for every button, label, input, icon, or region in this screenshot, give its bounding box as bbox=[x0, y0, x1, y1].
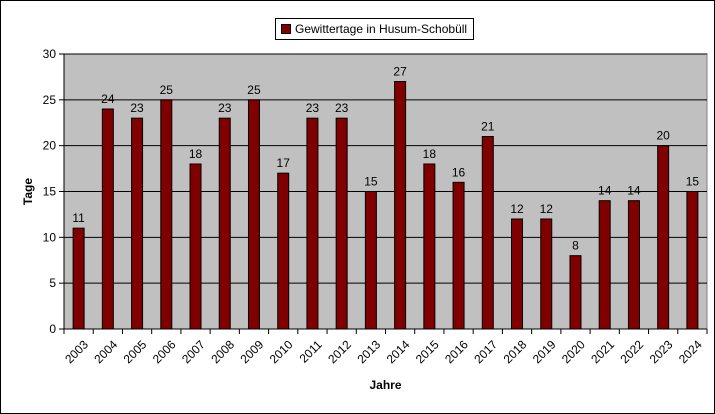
data-label: 18 bbox=[423, 147, 437, 161]
data-label: 23 bbox=[218, 101, 232, 115]
y-axis-title: Tage bbox=[21, 178, 35, 205]
bar bbox=[364, 191, 377, 330]
legend-swatch bbox=[281, 24, 291, 34]
x-tick-label: 2022 bbox=[617, 337, 646, 366]
data-label: 23 bbox=[306, 101, 320, 115]
x-tick-label: 2019 bbox=[530, 337, 559, 366]
data-label: 23 bbox=[335, 101, 349, 115]
data-label: 25 bbox=[160, 83, 174, 97]
bar bbox=[627, 200, 640, 330]
data-label: 24 bbox=[101, 92, 115, 106]
bar bbox=[511, 218, 524, 330]
data-label: 14 bbox=[598, 184, 612, 198]
data-label: 17 bbox=[277, 156, 291, 170]
bar bbox=[247, 99, 260, 330]
bar bbox=[686, 191, 699, 330]
data-label: 12 bbox=[540, 202, 554, 216]
bar bbox=[657, 145, 670, 330]
x-tick-label: 2021 bbox=[588, 337, 617, 366]
y-tick-label: 30 bbox=[43, 47, 57, 61]
x-tick-label: 2023 bbox=[647, 337, 676, 366]
bar bbox=[101, 108, 114, 330]
bar bbox=[569, 255, 582, 330]
x-tick-label: 2006 bbox=[150, 337, 179, 366]
data-label: 21 bbox=[481, 120, 495, 134]
x-tick-label: 2018 bbox=[501, 337, 530, 366]
x-tick-label: 2013 bbox=[354, 337, 383, 366]
x-tick-label: 2016 bbox=[442, 337, 471, 366]
x-tick-label: 2005 bbox=[121, 337, 150, 366]
data-labels: 11 24 23 25 18 23 25 17 23 23 15 27 18 16 21 12 12 8 14 14 2… bbox=[72, 65, 699, 253]
data-label: 11 bbox=[72, 211, 85, 225]
x-tick-label: 2010 bbox=[267, 337, 296, 366]
legend-label: Gewittertage in Husum-Schobüll bbox=[295, 22, 468, 36]
bar bbox=[394, 81, 407, 330]
y-tick-label: 15 bbox=[43, 185, 57, 199]
x-tick-label: 2004 bbox=[91, 337, 120, 366]
data-label: 16 bbox=[452, 165, 466, 179]
y-axis: 0 5 10 15 20 25 30 bbox=[43, 47, 65, 336]
data-label: 15 bbox=[364, 175, 378, 189]
x-tick-label: 2003 bbox=[62, 337, 91, 366]
bar bbox=[335, 117, 348, 330]
y-tick-label: 20 bbox=[43, 139, 57, 153]
x-tick-label: 2017 bbox=[471, 337, 500, 366]
x-tick-label: 2014 bbox=[384, 337, 413, 366]
x-tick-label: 2015 bbox=[413, 337, 442, 366]
bar bbox=[218, 117, 231, 330]
data-label: 18 bbox=[189, 147, 203, 161]
bar bbox=[160, 99, 173, 330]
x-tick-label: 2024 bbox=[676, 337, 705, 366]
legend: Gewittertage in Husum-Schobüll bbox=[275, 18, 475, 40]
data-label: 8 bbox=[572, 239, 579, 253]
x-tick-label: 2008 bbox=[208, 337, 237, 366]
x-axis-title: Jahre bbox=[369, 378, 401, 392]
bar bbox=[452, 181, 465, 330]
data-label: 15 bbox=[686, 175, 700, 189]
data-label: 27 bbox=[393, 65, 407, 79]
bar bbox=[423, 163, 436, 330]
data-label: 23 bbox=[130, 101, 144, 115]
bar bbox=[131, 117, 144, 330]
bar bbox=[598, 200, 611, 330]
bar bbox=[481, 136, 494, 330]
y-tick-label: 5 bbox=[49, 276, 56, 290]
bar bbox=[306, 117, 319, 330]
y-tick-label: 25 bbox=[43, 93, 57, 107]
x-tick-label: 2012 bbox=[325, 337, 354, 366]
x-axis: 2003 2004 2005 2006 2007 2008 2009 2010 2011 2012… bbox=[62, 328, 708, 366]
bar bbox=[72, 227, 85, 330]
x-tick-label: 2011 bbox=[297, 337, 325, 365]
y-tick-label: 10 bbox=[43, 230, 57, 244]
x-tick-label: 2020 bbox=[559, 337, 588, 366]
bar bbox=[189, 163, 202, 330]
bar bbox=[540, 218, 553, 330]
x-tick-label: 2009 bbox=[238, 337, 267, 366]
data-label: 12 bbox=[510, 202, 524, 216]
x-tick-label: 2007 bbox=[179, 337, 208, 366]
y-tick-label: 0 bbox=[49, 322, 56, 336]
bar bbox=[277, 172, 290, 330]
data-label: 14 bbox=[627, 184, 641, 198]
data-label: 20 bbox=[656, 129, 670, 143]
data-label: 25 bbox=[247, 83, 261, 97]
